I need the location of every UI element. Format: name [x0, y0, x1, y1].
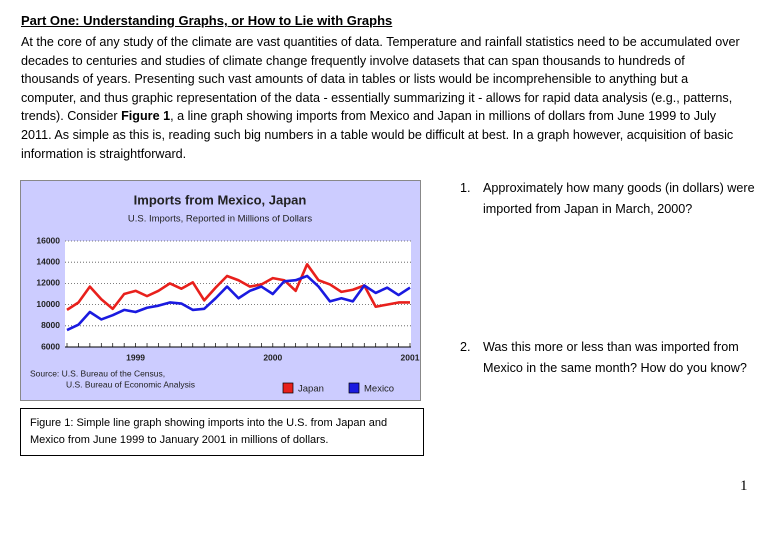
chart-title: Imports from Mexico, Japan [134, 192, 307, 207]
x-tick-label: 1999 [126, 352, 145, 362]
y-tick-label: 14000 [36, 256, 60, 266]
y-tick-label: 8000 [41, 320, 60, 330]
source: Source: U.S. Bureau of the Census, [30, 368, 165, 378]
question-number: 1. [460, 181, 471, 195]
source: U.S. Bureau of Economic Analysis [66, 379, 195, 389]
question: 1. Approximately how many goods (in dolla… [460, 178, 760, 220]
series-line [66, 263, 410, 311]
chart: Imports from Mexico, Japan U.S. Imports,… [20, 180, 421, 401]
heading: Part One: Understanding Graphs, or How t… [21, 13, 393, 28]
x-tick-label: 2000 [263, 352, 282, 362]
legend-label: Mexico [364, 384, 394, 395]
page-number: 1 [740, 478, 748, 494]
series-line [66, 274, 411, 332]
question-number: 2. [460, 340, 471, 354]
y-tick-label: 10000 [36, 299, 60, 309]
question-text: Was this more or less than was imported … [483, 340, 747, 375]
legend-swatch [348, 382, 360, 394]
caption: Figure 1: Simple line graph showing impo… [20, 408, 424, 456]
chart-subtitle: U.S. Imports, Reported in Millions of Do… [128, 214, 313, 225]
question-text: Approximately how many goods (in dollars… [483, 181, 755, 216]
text-run: Figure 1 [121, 109, 171, 124]
question: 2. Was this more or less than was importe… [460, 337, 760, 379]
text-run: At the core of any study of the climate … [21, 35, 740, 124]
y-tick-label: 16000 [36, 235, 60, 245]
legend-swatch [282, 382, 294, 394]
y-tick-label: 6000 [41, 341, 60, 351]
paragraph: At the core of any study of the climate … [21, 33, 741, 163]
x-tick-label: 2001 [401, 352, 420, 362]
y-tick-label: 12000 [36, 278, 60, 288]
legend-label: Japan [298, 384, 324, 395]
text-run: , a line graph showing imports from Mexi… [21, 109, 734, 161]
